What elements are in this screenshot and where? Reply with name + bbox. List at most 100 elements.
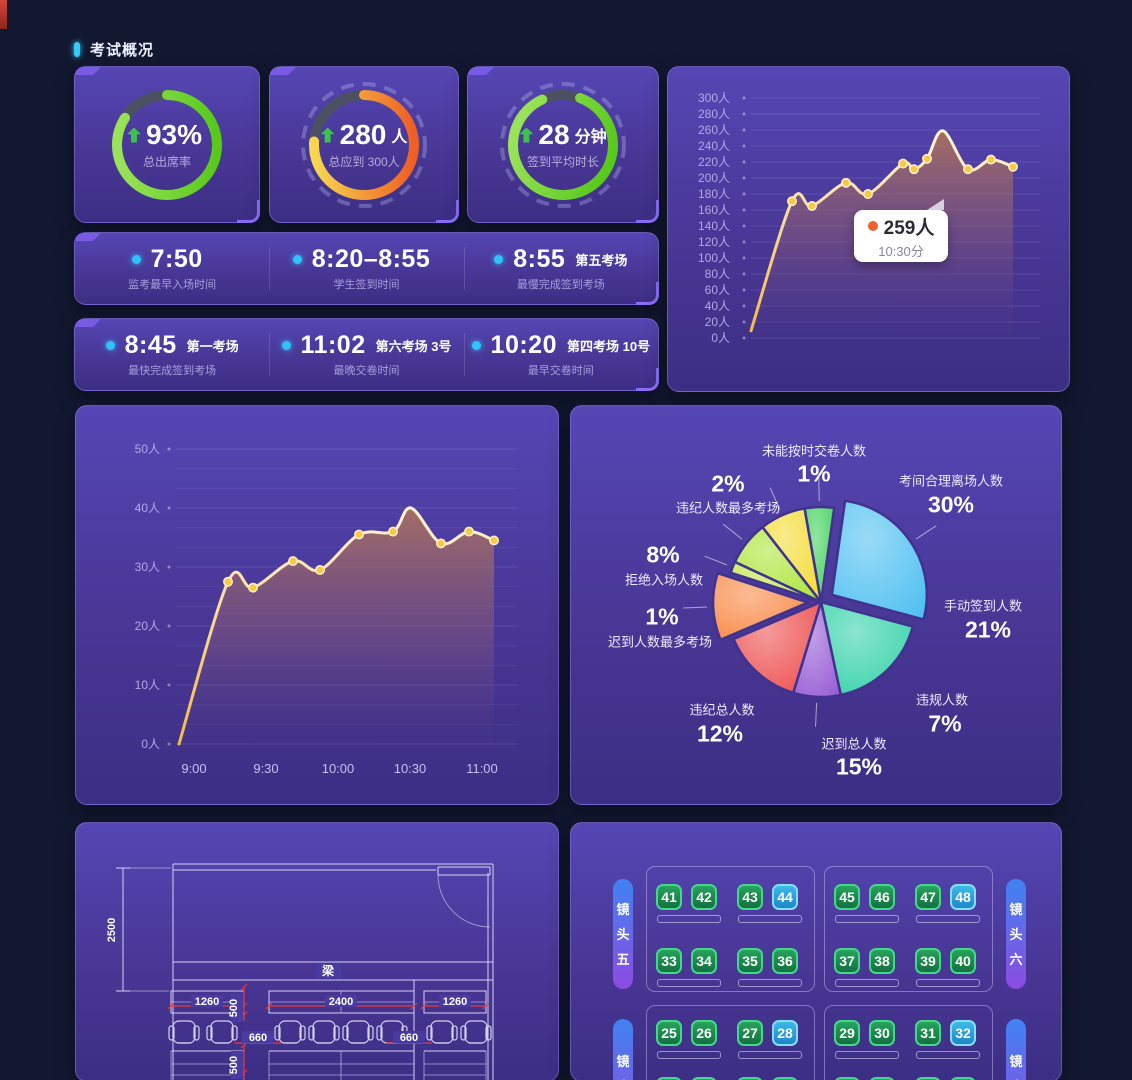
svg-text:10:00: 10:00 (322, 761, 355, 776)
svg-text:10:30: 10:30 (394, 761, 427, 776)
pie-label-pct: 15% (835, 753, 883, 780)
dim-2400: 2400 (329, 996, 353, 1008)
floor-plan: 梁 2500 (106, 863, 494, 1080)
pie-label-name: 违纪总人数 (689, 702, 755, 718)
stat-label: 监考最早入场时间 (128, 279, 217, 291)
pie-label-name: 违规人数 (915, 692, 969, 708)
seat-39[interactable]: 39 (915, 948, 941, 974)
bullet-dot-icon (494, 255, 504, 264)
pie-slice-6[interactable] (711, 571, 810, 641)
section-title: 考试概况 (90, 42, 155, 59)
beam: 梁 (172, 961, 494, 1080)
stat-value: 7:50 (150, 245, 203, 273)
desk-bar (657, 915, 721, 923)
checkin-trend-chart[interactable]: 0人 10人 20人 30人 40人 50人 9:00 9:30 10:00 10:30 11:00 (76, 406, 558, 804)
camera-pill-row2-left: 镜头 (613, 1019, 633, 1080)
pie-slice-2[interactable] (830, 499, 929, 621)
svg-text:0人: 0人 (711, 331, 730, 345)
seat-44[interactable]: 44 (772, 884, 798, 910)
seat-33[interactable]: 33 (656, 948, 682, 974)
stat-fastest-checkin-room: 8:45 第一考场 最快完成签到考场 (75, 319, 269, 390)
pie-label-name: 迟到总人数 (821, 736, 887, 752)
exam-distribution-pie[interactable] (571, 406, 1061, 804)
pie-slice-9[interactable] (761, 507, 823, 604)
stat-bar-row-1: 7:50 监考最早入场时间 8:20–8:55 学生签到时间 8:55 第五考场… (74, 232, 659, 305)
svg-text:20人: 20人 (135, 619, 160, 633)
pie-label-name: 未能按时交卷人数 (761, 443, 867, 459)
pie-label-pct: 30% (927, 491, 975, 518)
beam-label: 梁 (321, 963, 334, 978)
seat-41[interactable]: 41 (656, 884, 682, 910)
svg-text:200人: 200人 (698, 171, 730, 185)
svg-text:300人: 300人 (698, 91, 730, 105)
pie-slice-5[interactable] (732, 600, 823, 695)
stat-value: 10:20 (490, 331, 557, 359)
dim-660-right: 660 (400, 1032, 418, 1044)
seat-29[interactable]: 29 (834, 1020, 860, 1046)
seat-30[interactable]: 30 (869, 1020, 895, 1046)
seat-32[interactable]: 32 (950, 1020, 976, 1046)
svg-text:160人: 160人 (698, 203, 730, 217)
tooltip-value: 259人 (883, 217, 935, 239)
svg-text:9:00: 9:00 (181, 761, 206, 776)
kpi-label: 总出席率 (142, 155, 191, 169)
seat-group-1: 41 42 43 44 33 34 35 36 (646, 866, 815, 992)
stat-label: 最慢完成签到考场 (516, 279, 605, 291)
signed-in-ring (301, 81, 427, 208)
kpi-unit: 人 (391, 129, 408, 146)
svg-text:220人: 220人 (698, 155, 730, 169)
tooltip-fold-icon (927, 199, 944, 210)
stat-label: 最快完成签到考场 (128, 365, 217, 377)
pie-label-pct: 2% (711, 470, 745, 497)
seat-28[interactable]: 28 (772, 1020, 798, 1046)
attendance-trend-panel: 0人 20人 40人 60人 80人 100人 120人 140人 160人 180人 200人 22… (667, 66, 1070, 392)
pie-label-name: 违纪人数最多考场 (675, 500, 781, 516)
kpi-content: 93% 总出席率 (75, 67, 259, 222)
seat-40[interactable]: 40 (950, 948, 976, 974)
stat-slowest-checkin-room: 8:55 第五考场 最慢完成签到考场 (463, 233, 658, 304)
dim-1260-left: 1260 (195, 996, 219, 1008)
kpi-card-attendance-rate: 93% 总出席率 (74, 66, 260, 223)
seat-34[interactable]: 34 (691, 948, 717, 974)
seat-43[interactable]: 43 (737, 884, 763, 910)
seat-47[interactable]: 47 (915, 884, 941, 910)
seat-45[interactable]: 45 (834, 884, 860, 910)
seat-35[interactable]: 35 (737, 948, 763, 974)
seat-26[interactable]: 26 (691, 1020, 717, 1046)
svg-text:140人: 140人 (698, 219, 730, 233)
seat-27[interactable]: 27 (737, 1020, 763, 1046)
red-dimensions: 1260 2400 1260 500 500 660 660 (167, 983, 490, 1079)
svg-text:260人: 260人 (698, 123, 730, 137)
stat-suffix: 第六考场 3号 (375, 339, 452, 354)
seat-25[interactable]: 25 (656, 1020, 682, 1046)
svg-text:100人: 100人 (698, 251, 730, 265)
attendance-rate-ring (112, 89, 222, 200)
kpi-card-checkin-duration: 28 分钟 签到平均时长 (467, 66, 659, 223)
pie-label-name: 手动签到人数 (943, 598, 1023, 614)
camera-pill-row2-right: 镜头 (1006, 1019, 1026, 1080)
svg-text:180人: 180人 (698, 187, 730, 201)
seat-42[interactable]: 42 (691, 884, 717, 910)
svg-text:50人: 50人 (135, 442, 160, 456)
seat-37[interactable]: 37 (834, 948, 860, 974)
pie-slice-3[interactable] (819, 600, 915, 697)
camera-pill-row1-right: 镜头六 (1006, 879, 1026, 989)
pie-label-pct: 12% (696, 720, 744, 747)
seat-36[interactable]: 36 (772, 948, 798, 974)
seat-48[interactable]: 48 (950, 884, 976, 910)
seat-46[interactable]: 46 (869, 884, 895, 910)
stat-earliest-submission: 10:20 第四考场 10号 最早交卷时间 (463, 319, 658, 390)
desk-bar (835, 1051, 899, 1059)
svg-text:0人: 0人 (141, 737, 160, 751)
stat-student-checkin-window: 8:20–8:55 学生签到时间 (269, 233, 463, 304)
dim-660-left: 660 (249, 1032, 267, 1044)
stat-suffix: 第一考场 (186, 339, 239, 354)
bullet-dot-icon (292, 255, 302, 264)
stat-suffix: 第五考场 (575, 253, 628, 268)
seat-38[interactable]: 38 (869, 948, 895, 974)
seat-31[interactable]: 31 (915, 1020, 941, 1046)
bullet-dot-icon (471, 341, 481, 350)
stat-label: 最早交卷时间 (527, 365, 594, 377)
desk-bar (835, 979, 899, 987)
